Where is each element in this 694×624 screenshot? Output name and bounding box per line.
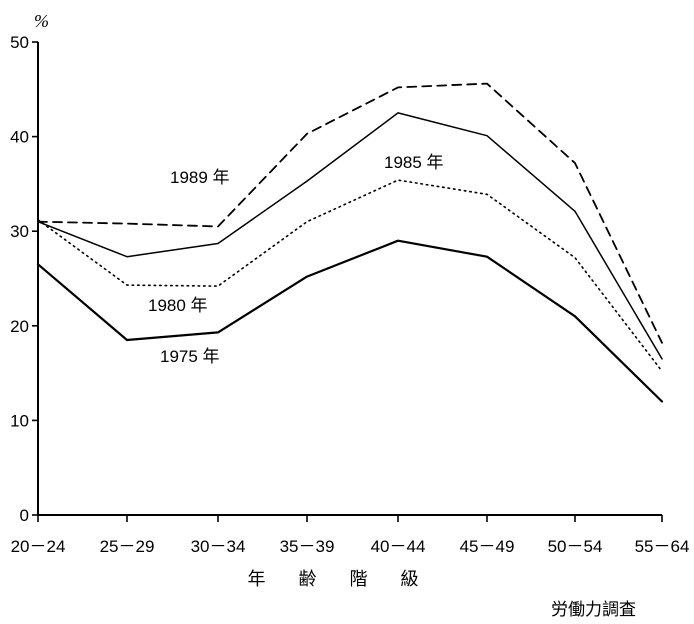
series-lines: [36, 82, 664, 403]
x-tick-label: 25－29: [100, 537, 155, 556]
series-line-1985-年: [37, 112, 663, 360]
y-axis-label: %: [34, 11, 49, 31]
x-tick-label: 40－44: [371, 537, 426, 556]
y-tick-label: 20: [10, 317, 29, 336]
axes: 0 10 20 30 40 50 20－24 25－29 30－34 35－39 40－44 45－4…: [10, 33, 689, 556]
series-label: 1975 年: [160, 347, 220, 366]
series-label: 1989 年: [170, 168, 230, 187]
x-tick-label: 45－49: [460, 537, 515, 556]
y-tick-label: 50: [10, 33, 29, 52]
series-line-1975-年: [36, 239, 664, 403]
y-tick-label: 30: [10, 222, 29, 241]
x-axis-label: 年 齢 階 級: [247, 569, 432, 589]
y-tick-label: 10: [10, 411, 29, 430]
series-line-1980-年: [37, 179, 663, 373]
series-label: 1985 年: [384, 153, 444, 172]
x-tick-label: 35－39: [280, 537, 335, 556]
x-tick-label: 55－64: [635, 537, 690, 556]
series-label: 1980 年: [148, 296, 208, 315]
series-labels: 1975 年 1980 年 1985 年 1989 年: [148, 153, 444, 366]
y-tick-label: 0: [20, 506, 29, 525]
y-tick-label: 40: [10, 128, 29, 147]
source-note: 労働力調査: [551, 600, 636, 619]
x-tick-label: 20－24: [11, 537, 66, 556]
x-tick-label: 30－34: [191, 537, 246, 556]
series-line-1989-年: [37, 82, 663, 344]
x-tick-label: 50－54: [548, 537, 603, 556]
